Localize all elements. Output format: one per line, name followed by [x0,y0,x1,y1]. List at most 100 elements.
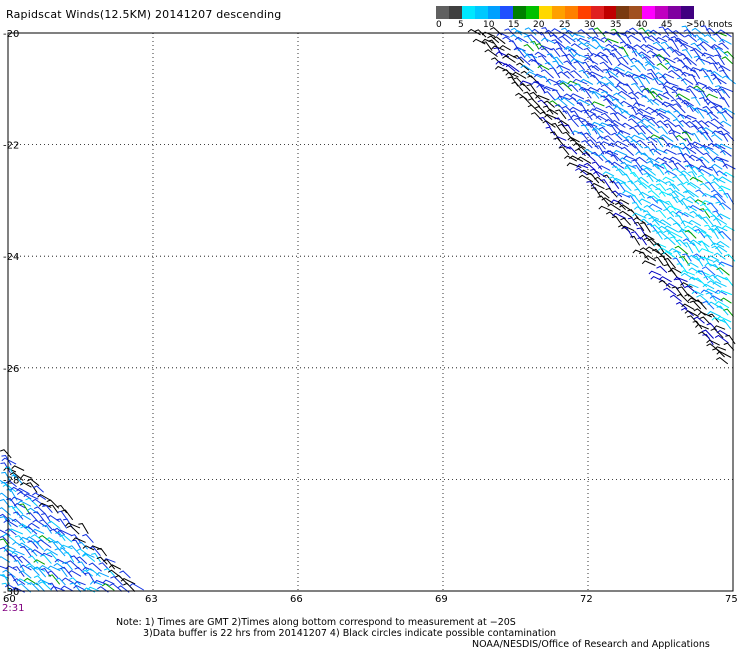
wind-barb [627,105,637,115]
wind-barb [682,181,697,189]
wind-barb [619,204,634,213]
wind-barb [647,141,658,150]
wind-barb [721,110,734,119]
wind-barb [117,585,130,593]
wind-barb [542,105,554,115]
wind-barb [627,34,642,43]
wind-barb [81,552,95,558]
wind-barb [602,171,615,177]
wind-barb [649,203,663,211]
wind-barb [720,149,732,157]
wind-barb [667,270,680,281]
wind-barb [524,53,538,59]
wind-barb [680,307,694,317]
wind-barb [16,487,30,495]
wind-barb [687,254,701,262]
wind-barb [705,86,718,94]
wind-barb [513,54,524,63]
wind-barb [591,121,606,128]
wind-barb [93,579,109,586]
wind-barb [608,176,621,184]
wind-barb [657,126,668,135]
wind-barb [540,69,554,79]
wind-barb [695,57,711,64]
wind-barb [703,275,715,282]
wind-barb [562,110,573,120]
wind-barb [713,252,726,260]
wind-barb [667,231,683,239]
wind-barb [72,537,86,543]
wind-barb [706,339,720,346]
wind-barb [712,259,725,267]
wind-barb [676,262,688,274]
wind-barb [672,118,684,127]
wind-barb [631,73,646,80]
wind-barb [65,522,81,529]
wind-barb [655,178,668,185]
wind-barb [95,572,109,578]
wind-barb [579,78,594,85]
wind-barb [684,310,699,317]
wind-barb [593,107,609,114]
wind-barb [723,342,735,351]
wind-barb [652,164,665,176]
wind-barb [577,131,588,141]
wind-barb [618,56,629,65]
wind-barb [570,114,586,121]
wind-barb [564,124,575,136]
wind-barb [669,236,682,247]
wind-barb [621,122,634,129]
wind-barb [689,210,703,220]
wind-barb [61,577,75,585]
wind-barb [706,111,719,119]
wind-barb [718,202,732,210]
wind-barb [588,28,599,38]
wind-barb [656,265,668,274]
wind-barb [645,124,659,134]
wind-barb [569,106,583,113]
wind-barb [627,180,640,191]
wind-barb [549,34,563,43]
colorbar-swatch [590,6,604,19]
wind-barb [700,41,715,50]
wind-barb [634,188,646,199]
wind-barb [41,513,52,523]
wind-barb [679,53,692,65]
wind-barb [631,231,642,240]
wind-barb [693,316,705,324]
wind-barb [661,162,673,170]
wind-barb [511,71,527,79]
colorbar-label: 0 [436,20,442,30]
wind-barb [677,286,690,297]
wind-barb [681,152,695,161]
wind-barb [585,122,598,128]
wind-barb [590,168,601,178]
wind-barb [712,210,723,220]
wind-barb [583,47,594,56]
wind-barb [632,102,646,107]
wind-barb [553,83,565,92]
wind-barb [519,96,533,107]
wind-barb [38,502,52,508]
wind-barb [639,164,653,171]
wind-barb [514,36,529,44]
wind-barb [667,65,682,71]
wind-barb [718,185,731,191]
wind-barb [570,70,582,79]
colorbar-label: 5 [458,20,464,30]
wind-barb [660,41,673,52]
wind-barb [710,118,724,127]
wind-barb [54,548,66,557]
colorbar-label: 35 [610,20,622,30]
wind-barb [648,183,660,191]
wind-barb [694,88,705,98]
wind-barb [119,570,131,579]
wind-barb [703,208,718,219]
wind-barb [685,205,697,212]
wind-barb [714,54,725,66]
wind-barb [697,174,711,185]
wind-barb [78,523,89,534]
wind-barb [47,565,61,572]
wind-barb [481,38,494,44]
